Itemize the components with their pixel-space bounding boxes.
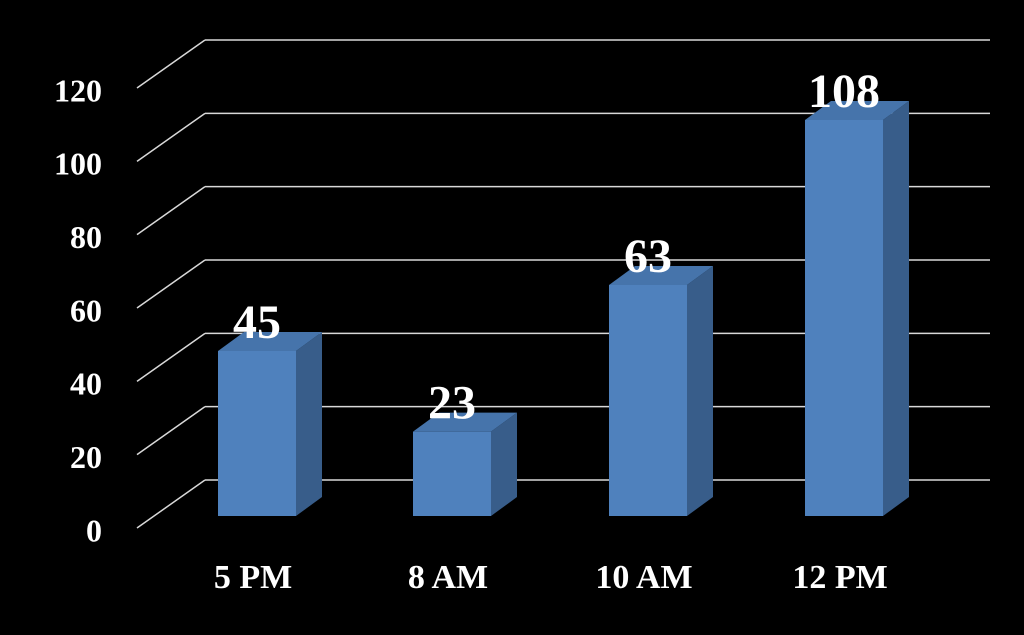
x-tick-label: 5 PM (214, 559, 292, 596)
x-tick-label: 8 AM (408, 559, 488, 596)
data-label: 45 (233, 296, 281, 349)
y-tick-label: 20 (70, 439, 102, 475)
grid-diagonal (136, 39, 206, 89)
bar-top (413, 412, 517, 432)
y-tick-label: 80 (70, 219, 102, 255)
bar-side (687, 266, 713, 516)
y-tick-label: 100 (54, 146, 102, 182)
bar-front (609, 285, 687, 516)
bar-front (218, 351, 296, 516)
grid-diagonal (136, 479, 206, 529)
bar (805, 101, 909, 516)
y-tick-label: 0 (86, 512, 102, 548)
bar-top (805, 101, 909, 120)
y-tick-label: 60 (70, 292, 102, 328)
grid-diagonal (136, 186, 206, 236)
grid-diagonal (136, 112, 206, 162)
bar-side (883, 101, 909, 516)
bar-top (218, 332, 322, 351)
x-tick-label: 12 PM (792, 559, 887, 596)
y-tick-label: 120 (54, 72, 102, 108)
data-label: 108 (808, 65, 880, 118)
bar-front (805, 120, 883, 516)
bar (413, 412, 517, 516)
grid-diagonal (136, 406, 206, 456)
grid-diagonal (136, 259, 206, 309)
data-label: 63 (624, 230, 672, 283)
bar-top (609, 266, 713, 285)
bar-side (491, 412, 517, 516)
grid-diagonal (136, 332, 206, 382)
y-tick-label: 40 (70, 366, 102, 402)
bar (218, 332, 322, 516)
bar-front (413, 431, 491, 516)
bar (609, 266, 713, 516)
data-label: 23 (428, 377, 476, 430)
bar-side (296, 332, 322, 516)
x-tick-label: 10 AM (595, 559, 692, 596)
